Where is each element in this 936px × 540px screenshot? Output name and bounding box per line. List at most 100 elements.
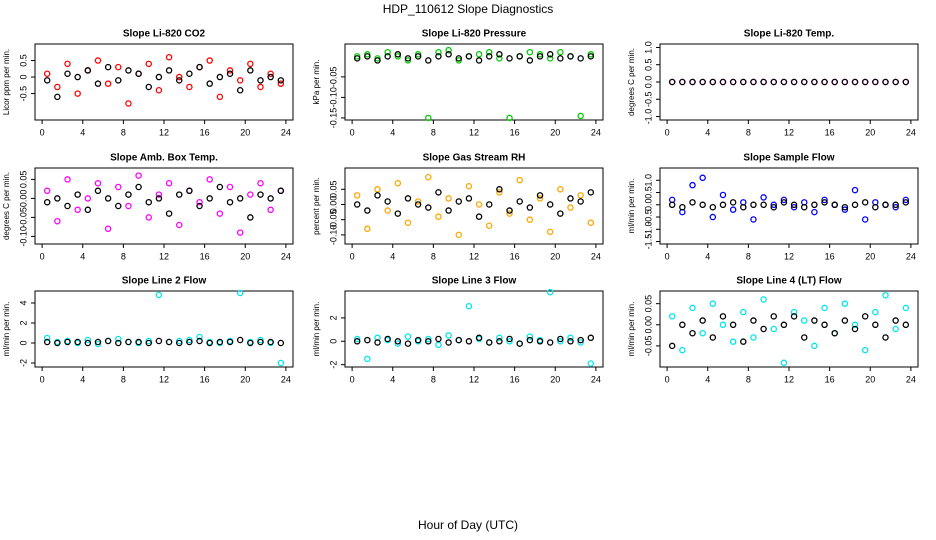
data-point (465, 195, 473, 202)
x-tick-label: 24 (281, 127, 291, 137)
x-tick-label: 8 (746, 251, 751, 261)
data-point (247, 67, 254, 74)
x-tick-label: 4 (390, 127, 395, 137)
data-point (186, 70, 193, 77)
data-point (831, 201, 838, 209)
data-point (770, 203, 778, 211)
data-point (445, 332, 452, 339)
y-tick-label: -1.0 (643, 109, 653, 125)
data-point (689, 304, 696, 312)
data-point (872, 321, 879, 329)
data-point (226, 70, 234, 77)
x-tick-label: 20 (550, 251, 560, 261)
x-tick-label: 0 (665, 374, 670, 384)
data-point (145, 60, 153, 68)
data-point (709, 78, 717, 86)
data-point (216, 73, 224, 81)
data-point (455, 55, 463, 62)
data-point (267, 195, 274, 202)
x-tick-label: 8 (121, 251, 126, 261)
y-tick-label: 0.0 (643, 76, 653, 89)
data-point (394, 51, 402, 58)
data-point (475, 57, 483, 64)
y-tick-label: -1.5 (643, 234, 653, 250)
data-point (155, 191, 163, 198)
data-point (115, 63, 122, 71)
data-point (821, 196, 828, 204)
y-axis-label: ml/min per min. (2, 302, 11, 357)
data-point (165, 338, 173, 346)
data-point (125, 67, 132, 74)
data-point (384, 207, 391, 214)
data-point (414, 198, 422, 205)
x-tick-label: 16 (510, 251, 520, 261)
data-point (445, 207, 452, 214)
y-axis-label: degrees C per min. (2, 172, 11, 240)
x-tick-label: 20 (550, 127, 560, 137)
y-tick-label: -2 (328, 361, 338, 369)
data-point (719, 78, 727, 86)
data-point (485, 201, 493, 208)
data-point (384, 198, 391, 205)
data-point (546, 201, 554, 208)
data-point (902, 199, 910, 206)
figure-title: HDP_110612 Slope Diagnostics (383, 2, 554, 16)
data-point (892, 325, 899, 333)
data-point (216, 210, 224, 217)
data-point (800, 203, 808, 211)
data-point (115, 339, 122, 347)
data-point (780, 199, 788, 206)
data-point (236, 77, 244, 84)
data-point (567, 53, 574, 60)
data-point (780, 196, 788, 204)
data-point (64, 338, 71, 346)
data-point (267, 206, 274, 214)
x-tick-label: 24 (906, 127, 916, 137)
data-point (587, 51, 595, 58)
data-point (465, 53, 473, 60)
x-tick-label: 20 (865, 251, 875, 261)
panel-title: Slope Amb. Box Temp. (110, 153, 218, 164)
data-point (780, 359, 788, 367)
panel-title: Slope Sample Flow (743, 153, 834, 164)
data-point (206, 57, 213, 64)
data-point (394, 210, 402, 217)
data-point (43, 338, 51, 346)
data-point (104, 80, 112, 87)
data-point (236, 87, 244, 94)
x-tick-label: 4 (80, 374, 85, 384)
data-point (353, 192, 361, 199)
data-point (425, 335, 432, 343)
y-tick-label: -0.10 (328, 87, 338, 108)
x-tick-label: 16 (200, 127, 210, 137)
data-point (374, 192, 381, 199)
data-point (425, 57, 432, 64)
data-point (74, 206, 81, 214)
data-point (404, 55, 412, 62)
data-point (364, 53, 371, 60)
data-point (740, 203, 747, 211)
data-point (435, 213, 442, 220)
data-point (445, 195, 452, 202)
data-point (165, 210, 173, 217)
data-point (384, 48, 391, 56)
data-point (485, 53, 493, 60)
x-tick-label: 24 (591, 374, 601, 384)
data-point (353, 55, 361, 62)
data-point (135, 338, 142, 346)
y-tick-label: 0 (18, 340, 28, 345)
y-axis-label: kPa per min. (312, 60, 321, 105)
data-point (536, 195, 544, 202)
data-point (841, 206, 849, 213)
data-point (699, 329, 706, 337)
plot-frame (344, 167, 604, 245)
panel: Slope Sample Flow ml/min per min. 0 4 8 12 16 2… (627, 153, 919, 261)
x-tick-label: 0 (665, 251, 670, 261)
data-point (526, 48, 534, 56)
data-point (902, 304, 910, 312)
data-point (257, 77, 264, 84)
data-point (526, 336, 534, 344)
data-point (496, 51, 503, 58)
data-point (699, 78, 706, 86)
